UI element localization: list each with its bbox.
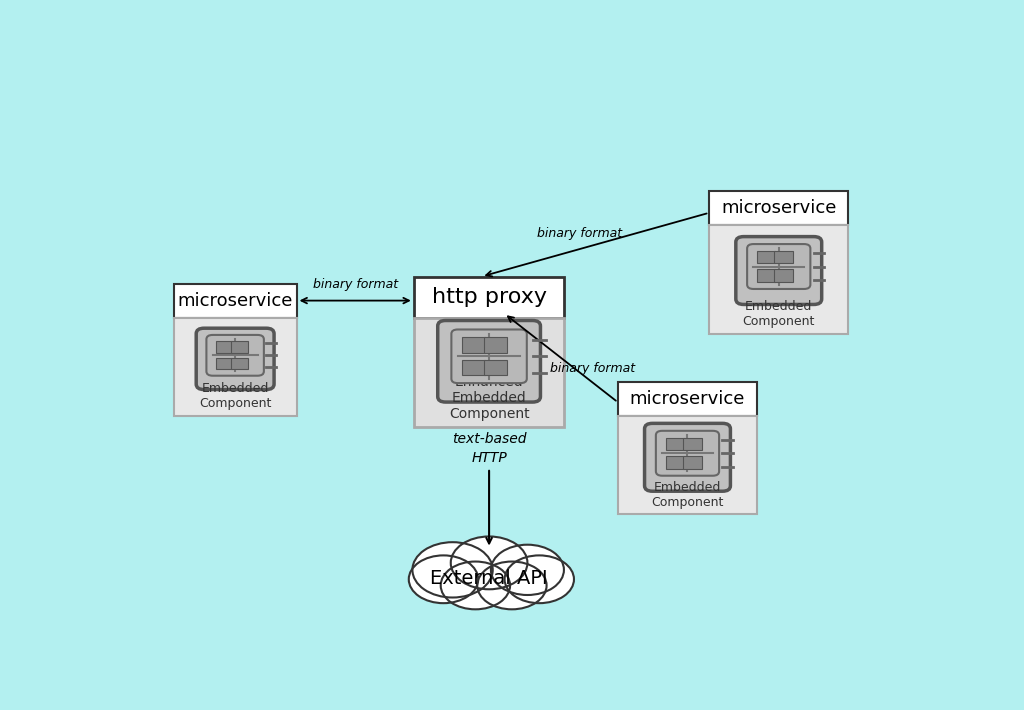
Text: microservice: microservice [721, 199, 837, 217]
Bar [216, 358, 232, 369]
Text: Component: Component [199, 398, 271, 410]
Text: Component: Component [449, 408, 529, 422]
Bar [414, 317, 564, 427]
Bar [618, 382, 757, 416]
FancyBboxPatch shape [207, 335, 264, 376]
Bar [231, 342, 248, 353]
Text: http proxy: http proxy [431, 287, 547, 307]
Circle shape [409, 555, 478, 604]
Bar [231, 358, 248, 369]
Text: Embedded: Embedded [202, 382, 269, 395]
Bar [462, 337, 485, 353]
Circle shape [413, 542, 493, 598]
FancyBboxPatch shape [437, 320, 541, 402]
Text: Embedded: Embedded [745, 300, 812, 313]
Text: binary format: binary format [537, 227, 623, 240]
FancyBboxPatch shape [644, 423, 730, 491]
Bar [683, 456, 701, 469]
Text: Embedded: Embedded [452, 391, 526, 405]
Bar [710, 224, 848, 334]
Bar [666, 437, 684, 450]
Bar [462, 360, 485, 376]
FancyBboxPatch shape [736, 236, 821, 305]
Circle shape [451, 537, 527, 589]
Bar [666, 456, 684, 469]
FancyBboxPatch shape [452, 329, 526, 383]
Text: microservice: microservice [177, 292, 293, 310]
Bar [683, 437, 701, 450]
Bar [414, 277, 564, 317]
Bar [757, 251, 775, 263]
Circle shape [490, 545, 564, 595]
Text: binary format: binary format [312, 278, 397, 291]
Bar [483, 360, 507, 376]
Bar [774, 269, 793, 282]
Bar [774, 251, 793, 263]
Bar [174, 284, 297, 317]
Text: Component: Component [651, 496, 724, 509]
Bar [710, 191, 848, 224]
Bar [618, 416, 757, 514]
Text: microservice: microservice [630, 390, 745, 408]
Circle shape [477, 562, 547, 609]
Bar [174, 317, 297, 416]
Bar [757, 269, 775, 282]
Text: text-based
HTTP: text-based HTTP [452, 432, 526, 465]
Circle shape [440, 562, 510, 609]
Text: Enhanced: Enhanced [455, 375, 523, 388]
Text: binary format: binary format [550, 362, 636, 376]
Bar [216, 342, 232, 353]
FancyBboxPatch shape [197, 328, 274, 390]
Text: Component: Component [742, 315, 815, 329]
Text: Embedded: Embedded [653, 481, 721, 493]
Bar [483, 337, 507, 353]
FancyBboxPatch shape [655, 431, 719, 476]
Text: External API: External API [430, 569, 548, 588]
FancyBboxPatch shape [748, 244, 810, 289]
Circle shape [505, 555, 574, 604]
